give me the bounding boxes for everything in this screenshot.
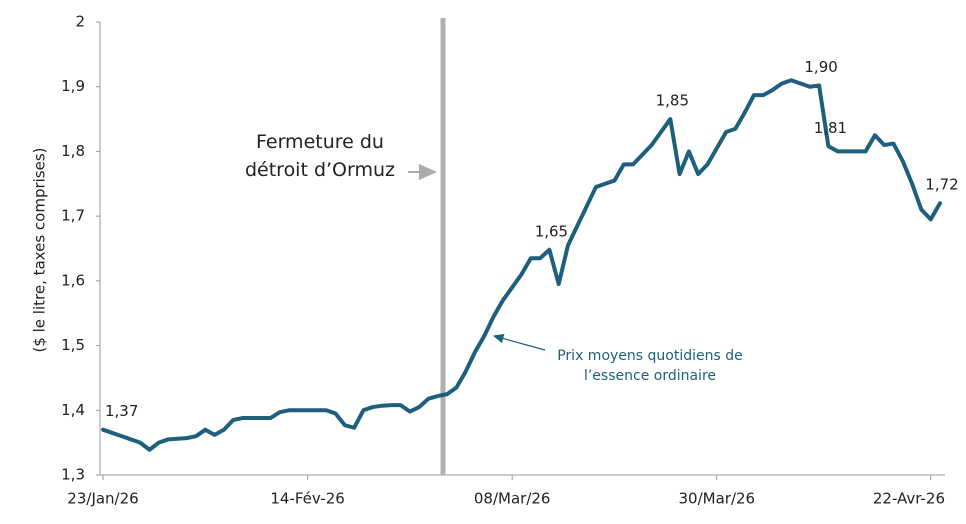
x-tick-label: 14-Fév-26 [270,490,345,508]
value-label: 1,85 [656,92,689,110]
value-label: 1,65 [535,222,568,240]
value-label: 1,90 [804,58,837,76]
y-tick-label: 1,5 [61,336,85,354]
y-tick-label: 1,9 [61,77,85,95]
value-label: 1,81 [814,119,847,137]
event-annotation: Fermeture du détroit d’Ormuz [244,131,396,181]
y-tick-label: 2 [75,13,85,31]
x-tick-label: 08/Mar/26 [474,490,551,508]
series-arrow [492,333,546,351]
y-tick-label: 1,8 [61,142,85,160]
y-tick-label: 1,4 [61,401,85,419]
series-annotation: Prix moyens quotidiens de l’essence ordi… [557,348,743,384]
y-tick-label: 1,3 [61,466,85,484]
y-tick-label: 1,6 [61,271,85,289]
x-tick-label: 22-Avr-26 [873,490,945,508]
price-line [101,78,942,452]
value-label: 1,72 [925,176,958,194]
x-tick-label: 23/Jan/26 [67,490,138,508]
value-label: 1,37 [105,402,138,420]
y-tick-label: 1,7 [61,207,85,225]
y-axis-label: ($ le litre, taxes comprises) [31,147,49,352]
x-tick-label: 30/Mar/26 [679,490,756,508]
